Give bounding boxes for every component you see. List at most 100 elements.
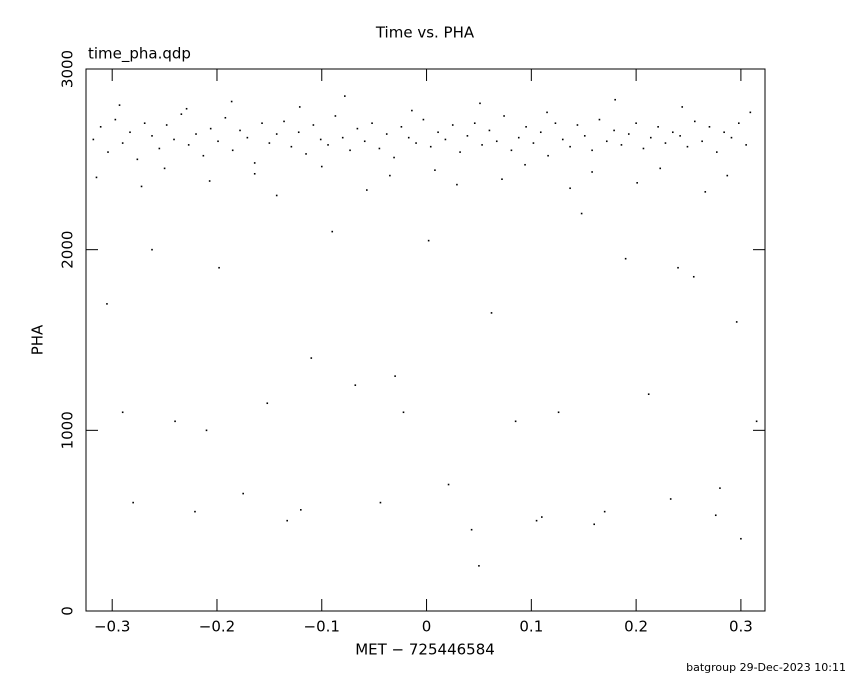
point — [517, 136, 520, 139]
point — [239, 129, 241, 132]
point — [647, 393, 650, 395]
point — [253, 162, 256, 164]
point — [107, 151, 109, 153]
point — [635, 122, 637, 124]
point — [185, 107, 188, 110]
point — [253, 172, 256, 175]
point — [106, 303, 108, 305]
point — [466, 135, 469, 137]
point — [583, 135, 586, 137]
point — [532, 142, 535, 144]
point — [132, 501, 134, 504]
point — [327, 144, 329, 146]
point — [659, 167, 662, 170]
point — [354, 384, 357, 386]
y-tick-label: 1000 — [59, 411, 77, 449]
point — [580, 212, 583, 215]
point — [205, 429, 208, 432]
point — [218, 266, 220, 269]
point — [246, 136, 249, 139]
point — [400, 126, 403, 128]
point — [114, 118, 117, 121]
point — [726, 174, 729, 177]
y-tick-label: 0 — [59, 606, 77, 616]
point — [163, 167, 166, 170]
point — [194, 510, 196, 513]
point — [740, 537, 742, 540]
point — [535, 519, 538, 522]
point — [275, 133, 278, 135]
point — [151, 135, 153, 137]
point — [591, 149, 593, 152]
point — [603, 510, 606, 513]
point — [202, 154, 205, 157]
point — [286, 519, 288, 522]
point — [261, 122, 263, 124]
point — [470, 528, 473, 531]
point — [447, 483, 450, 486]
point — [715, 151, 718, 153]
y-tick-label: 3000 — [59, 50, 77, 88]
point — [268, 142, 271, 144]
point — [140, 185, 143, 188]
x-tick-label: 0.1 — [519, 618, 543, 636]
point — [331, 230, 334, 233]
chart-title: Time vs. PHA — [375, 24, 475, 42]
point — [669, 498, 672, 500]
point — [349, 149, 351, 152]
point — [283, 120, 285, 123]
point — [478, 565, 480, 567]
point — [379, 501, 382, 504]
plot-frame — [85, 68, 766, 612]
point — [745, 144, 747, 146]
point — [393, 156, 395, 159]
point — [298, 106, 301, 108]
x-tick-label: −0.3 — [94, 618, 130, 636]
point — [143, 122, 146, 124]
point — [394, 375, 396, 377]
point — [266, 402, 269, 405]
point — [738, 122, 740, 124]
point — [547, 154, 549, 157]
x-axis-label: MET − 725446584 — [355, 641, 495, 659]
point — [165, 124, 168, 126]
point — [627, 133, 630, 135]
point — [557, 411, 560, 414]
point — [701, 140, 703, 143]
point — [488, 129, 491, 132]
point — [719, 487, 721, 489]
point — [561, 138, 564, 141]
point — [121, 411, 124, 414]
point — [180, 113, 183, 115]
point — [363, 140, 366, 143]
point — [434, 169, 436, 171]
point — [569, 145, 571, 148]
x-tick-label: 0 — [422, 618, 432, 636]
point — [613, 129, 615, 132]
point — [209, 127, 212, 130]
point — [319, 138, 322, 141]
point — [174, 420, 176, 423]
x-tick-label: 0.3 — [729, 618, 753, 636]
point — [217, 140, 219, 143]
point — [598, 118, 601, 121]
point — [451, 124, 454, 126]
x-tick-label: −0.1 — [304, 618, 340, 636]
point — [636, 182, 638, 184]
point — [224, 116, 227, 119]
point — [671, 131, 674, 134]
y-axis-label: PHA — [29, 324, 47, 355]
point — [664, 142, 667, 144]
point — [624, 257, 627, 260]
point — [407, 136, 410, 139]
point — [749, 111, 752, 114]
point — [501, 178, 503, 181]
point — [334, 115, 337, 117]
point — [495, 140, 498, 143]
point — [510, 149, 513, 152]
point — [99, 126, 102, 128]
point — [714, 514, 717, 517]
point — [429, 145, 432, 148]
point — [444, 138, 447, 141]
footer: batgroup 29-Dec-2023 10:11 — [686, 661, 846, 674]
